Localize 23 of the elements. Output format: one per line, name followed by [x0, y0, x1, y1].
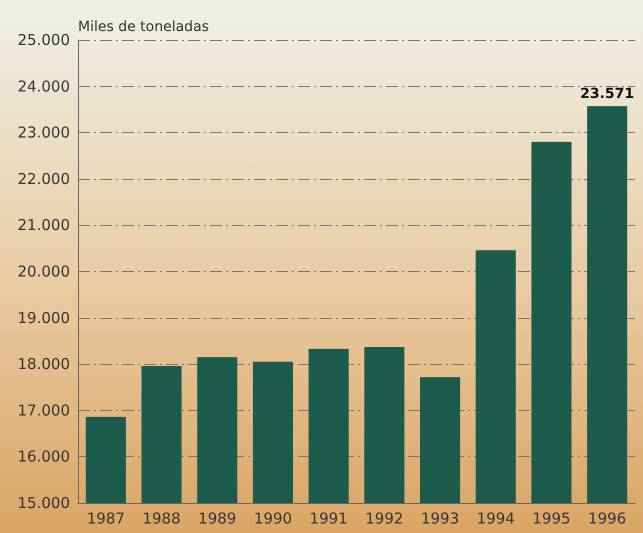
y-tick-label: 25.000 — [18, 31, 70, 49]
y-tick-label: 18.000 — [18, 355, 70, 374]
x-tick-label: 1994 — [476, 510, 515, 528]
y-tick-label: 19.000 — [18, 308, 70, 327]
y-tick-label: 23.000 — [18, 124, 70, 142]
x-tick-label: 1990 — [254, 510, 292, 528]
x-tick-label: 1992 — [365, 510, 404, 528]
y-tick-label: 15.000 — [18, 494, 70, 512]
x-tick-label: 1993 — [420, 510, 460, 528]
y-tick-label: 21.000 — [18, 216, 70, 234]
y-tick-label: 20.000 — [18, 262, 70, 280]
x-tick-label: 1996 — [588, 510, 626, 528]
y-tick-label: 17.000 — [18, 401, 70, 420]
x-tick-label: 1995 — [532, 510, 571, 528]
y-tick-label: 24.000 — [18, 77, 70, 96]
x-tick-label: 1991 — [310, 510, 348, 528]
y-axis-title: Miles de toneladas — [78, 19, 209, 35]
data-label: 23.571 — [580, 86, 634, 102]
y-tick-label: 16.000 — [18, 448, 70, 466]
x-tick-label: 1988 — [142, 510, 181, 528]
y-tick-label: 22.000 — [18, 170, 70, 188]
x-tick-label: 1987 — [86, 510, 125, 528]
x-tick-label: 1989 — [198, 510, 236, 528]
